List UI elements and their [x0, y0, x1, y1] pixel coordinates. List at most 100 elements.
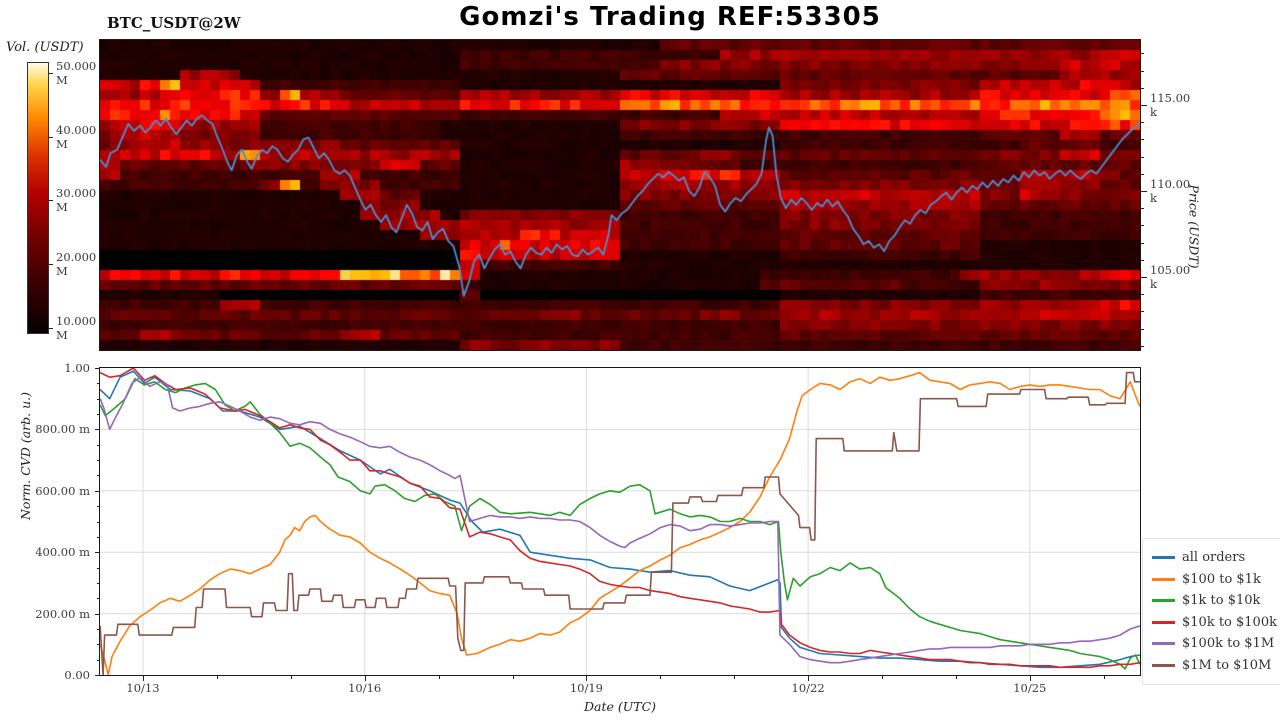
legend-swatch — [1152, 620, 1175, 624]
cvd-y-tick — [97, 460, 100, 462]
colorbar-tick-label: 20.000 M — [56, 249, 97, 278]
cvd-x-tick — [1029, 676, 1031, 681]
page-title: Gomzi's Trading REF:53305 — [459, 2, 881, 32]
colorbar-tick-label: 40.000 M — [56, 122, 97, 151]
price-tick — [1141, 311, 1144, 313]
symbol-label: BTC_USDT@2W — [107, 14, 241, 32]
legend-item: all orders — [1152, 547, 1277, 569]
cvd-x-tick — [1103, 676, 1105, 679]
cvd-x-tick — [955, 676, 957, 679]
price-tick — [1141, 105, 1147, 106]
cvd-y-tick — [95, 368, 100, 369]
cvd-y-tick — [97, 644, 100, 646]
cvd-x-tick-label: 10/16 — [348, 681, 382, 695]
price-tick — [1141, 70, 1144, 72]
legend-swatch — [1152, 663, 1175, 667]
legend-label: $10k to $100k — [1182, 614, 1277, 630]
price-tick — [1141, 139, 1144, 141]
series--10k-to-100k — [100, 368, 1140, 669]
legend-label: all orders — [1182, 550, 1246, 566]
legend: all orders $100 to $1k $1k to $10k $10k to … — [1142, 538, 1280, 685]
colorbar-tick-label: 30.000 M — [56, 186, 97, 215]
colorbar-tick-label: 10.000 M — [56, 313, 97, 342]
price-tick — [1141, 225, 1144, 227]
cvd-x-tick — [882, 676, 883, 679]
price-tick — [1141, 53, 1144, 55]
volume-colorbar — [27, 62, 49, 334]
cvd-y-tick — [97, 521, 100, 523]
x-axis-label: Date (UTC) — [583, 699, 657, 714]
cvd-y-tick-label: 800.00 m — [35, 422, 90, 437]
cvd-y-tick — [95, 613, 100, 615]
price-axis-label: Price (USDT) — [1186, 184, 1202, 269]
cvd-x-tick-label: 10/25 — [1013, 681, 1047, 695]
cvd-x-tick — [512, 676, 514, 679]
colorbar-tick — [49, 72, 53, 74]
cvd-x-tick — [808, 676, 810, 681]
cvd-x-tick — [586, 676, 588, 681]
legend-swatch — [1152, 642, 1175, 646]
cvd-y-tick — [97, 414, 100, 416]
colorbar-label: Vol. (USDT) — [6, 40, 84, 55]
legend-label: $100 to $1k — [1182, 571, 1261, 587]
series-all-orders — [100, 370, 1140, 669]
legend-swatch — [1152, 556, 1175, 560]
cvd-x-tick — [290, 676, 292, 679]
cvd-y-tick-label: 200.00 m — [35, 606, 90, 621]
price-tick — [1141, 345, 1144, 347]
cvd-y-axis-label: Norm. CVD (arb. u.) — [18, 392, 33, 520]
cvd-y-tick — [97, 567, 100, 569]
cvd-y-tick — [97, 536, 100, 538]
cvd-y-tick-label: 400.00 m — [35, 545, 90, 560]
cvd-y-tick — [97, 506, 100, 508]
cvd-panel-frame — [99, 367, 1141, 676]
cvd-y-tick — [97, 398, 100, 400]
series--100k-to-1m — [100, 376, 1140, 664]
cvd-y-tick — [97, 582, 100, 584]
cvd-x-tick — [364, 676, 366, 681]
cvd-y-tick — [97, 444, 100, 446]
cvd-chart — [100, 368, 1140, 675]
price-tick — [1141, 242, 1144, 244]
legend-swatch — [1152, 599, 1175, 603]
colorbar-tick — [49, 327, 53, 329]
colorbar-tick — [49, 263, 53, 265]
colorbar-tick — [49, 136, 53, 138]
legend-item: $1k to $10k — [1152, 590, 1277, 612]
cvd-y-tick — [97, 383, 100, 385]
series--1k-to-10k — [100, 377, 1140, 670]
price-tick-label: 110.00 k — [1150, 177, 1191, 205]
series--1m-to-10m — [100, 371, 1140, 675]
cvd-x-tick-label: 10/22 — [791, 681, 825, 695]
cvd-x-tick-label: 10/13 — [126, 681, 160, 695]
cvd-y-tick — [97, 659, 100, 661]
price-tick-label: 105.00 k — [1150, 263, 1191, 291]
price-tick-label: 115.00 k — [1150, 91, 1191, 119]
price-tick — [1141, 277, 1147, 278]
cvd-y-tick — [97, 628, 100, 630]
series--100-to-1k — [100, 371, 1140, 675]
cvd-y-tick-label: 600.00 m — [35, 483, 90, 498]
price-tick — [1141, 191, 1147, 192]
legend-item: $10k to $100k — [1152, 612, 1277, 634]
price-tick — [1141, 87, 1144, 89]
cvd-y-tick-label: 0.00 — [64, 668, 90, 682]
cvd-y-tick-label: 1.00 — [64, 361, 90, 375]
cvd-x-tick — [660, 676, 662, 679]
cvd-y-tick — [97, 475, 100, 477]
price-tick — [1141, 156, 1144, 158]
legend-item: $100 to $1k — [1152, 569, 1277, 591]
cvd-x-tick — [438, 676, 440, 679]
colorbar-tick — [49, 200, 53, 202]
volume-heatmap-canvas — [100, 40, 1140, 350]
price-tick — [1141, 173, 1144, 175]
price-tick — [1141, 122, 1144, 124]
legend-item: $100k to $1M — [1152, 633, 1277, 655]
cvd-x-tick — [143, 676, 144, 681]
cvd-x-tick — [734, 676, 736, 679]
cvd-y-tick — [97, 598, 100, 600]
cvd-y-tick — [95, 552, 100, 554]
cvd-x-tick-label: 10/19 — [569, 681, 603, 695]
legend-label: $1M to $10M — [1182, 657, 1272, 673]
